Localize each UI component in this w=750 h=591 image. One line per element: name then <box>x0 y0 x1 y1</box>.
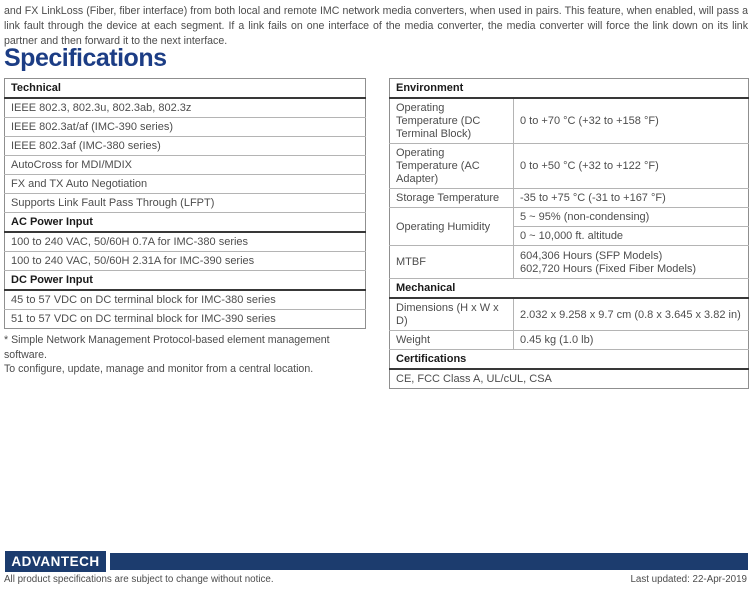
spec-value: 604,306 Hours (SFP Models) 602,720 Hours… <box>513 245 749 279</box>
table-row: Supports Link Fault Pass Through (LFPT) <box>4 193 366 213</box>
spec-label: Operating Humidity <box>389 207 514 246</box>
spec-label: Operating Temperature (AC Adapter) <box>389 143 514 189</box>
spec-item: AutoCross for MDI/MDIX <box>4 155 366 175</box>
section-header-certifications: Certifications <box>389 349 749 370</box>
table-row: FX and TX Auto Negotiation <box>4 174 366 194</box>
table-section-row: Environment <box>389 78 749 99</box>
spec-value-line2: 602,720 Hours (Fixed Fiber Models) <box>520 262 697 275</box>
table-row: 45 to 57 VDC on DC terminal block for IM… <box>4 290 366 310</box>
spec-value: 0.45 kg (1.0 lb) <box>513 330 749 350</box>
table-row: Weight 0.45 kg (1.0 lb) <box>389 330 749 350</box>
spec-value: 0 to +50 °C (+32 to +122 °F) <box>513 143 749 189</box>
spec-label: Storage Temperature <box>389 188 514 208</box>
advantech-logo-text: ADVANTECH <box>11 553 100 570</box>
table-row: IEEE 802.3, 802.3u, 802.3ab, 802.3z <box>4 98 366 118</box>
spec-label: MTBF <box>389 245 514 279</box>
table-row: 0 ~ 10,000 ft. altitude <box>390 226 749 246</box>
section-header-dc-power: DC Power Input <box>4 270 366 291</box>
spec-value: 2.032 x 9.258 x 9.7 cm (0.8 x 3.645 x 3.… <box>513 298 749 331</box>
table-section-row: DC Power Input <box>4 270 366 291</box>
footer-last-updated: Last updated: 22-Apr-2019 <box>630 574 747 585</box>
spec-value: -35 to +75 °C (-31 to +167 °F) <box>513 188 749 208</box>
footer-notice: All product specifications are subject t… <box>4 574 274 585</box>
spec-value: 5 ~ 95% (non-condensing) <box>513 207 749 227</box>
table-section-row: AC Power Input <box>4 212 366 233</box>
table-row: 100 to 240 VAC, 50/60H 0.7A for IMC-380 … <box>4 232 366 252</box>
footnote-line1: * Simple Network Management Protocol-bas… <box>4 334 330 361</box>
table-row: MTBF 604,306 Hours (SFP Models) 602,720 … <box>389 245 749 279</box>
spec-item: 100 to 240 VAC, 50/60H 2.31A for IMC-390… <box>4 251 366 271</box>
section-header-ac-power: AC Power Input <box>4 212 366 233</box>
table-row: Storage Temperature -35 to +75 °C (-31 t… <box>389 188 749 208</box>
footnote: * Simple Network Management Protocol-bas… <box>4 333 374 377</box>
footer-accent-bar <box>110 553 748 570</box>
table-row: 100 to 240 VAC, 50/60H 2.31A for IMC-390… <box>4 251 366 271</box>
spec-value-line1: 604,306 Hours (SFP Models) <box>520 249 663 262</box>
table-row: CE, FCC Class A, UL/cUL, CSA <box>390 369 749 389</box>
spec-item: 45 to 57 VDC on DC terminal block for IM… <box>4 290 366 310</box>
spec-item: 100 to 240 VAC, 50/60H 0.7A for IMC-380 … <box>4 232 366 252</box>
technical-spec-table: Technical IEEE 802.3, 802.3u, 802.3ab, 8… <box>4 78 366 329</box>
section-header-environment: Environment <box>389 78 749 99</box>
intro-paragraph: and FX LinkLoss (Fiber, fiber interface)… <box>4 5 748 47</box>
page-title: Specifications <box>4 44 167 72</box>
table-row: IEEE 802.3at/af (IMC-390 series) <box>4 117 366 137</box>
table-row: Dimensions (H x W x D) 2.032 x 9.258 x 9… <box>389 298 749 331</box>
environment-spec-table: Environment Operating Temperature (DC Te… <box>389 78 749 389</box>
advantech-logo: ADVANTECH <box>5 551 106 572</box>
spec-item: Supports Link Fault Pass Through (LFPT) <box>4 193 366 213</box>
spec-item: IEEE 802.3af (IMC-380 series) <box>4 136 366 156</box>
section-header-mechanical: Mechanical <box>389 278 749 299</box>
spec-item: IEEE 802.3at/af (IMC-390 series) <box>4 117 366 137</box>
spec-label: Dimensions (H x W x D) <box>389 298 514 331</box>
table-row: IEEE 802.3af (IMC-380 series) <box>4 136 366 156</box>
spec-value: 0 to +70 °C (+32 to +158 °F) <box>513 98 749 144</box>
spec-label: Weight <box>389 330 514 350</box>
table-row: Operating Temperature (DC Terminal Block… <box>389 98 749 144</box>
section-header-technical: Technical <box>4 78 366 99</box>
spec-item: FX and TX Auto Negotiation <box>4 174 366 194</box>
spec-item: 51 to 57 VDC on DC terminal block for IM… <box>11 313 276 325</box>
table-section-row: Technical <box>4 78 366 99</box>
spec-item: IEEE 802.3, 802.3u, 802.3ab, 802.3z <box>4 98 366 118</box>
table-section-row: Mechanical <box>389 278 749 299</box>
table-section-row: Certifications <box>389 349 749 370</box>
spec-value: 0 ~ 10,000 ft. altitude <box>513 226 749 246</box>
spec-label: Operating Temperature (DC Terminal Block… <box>389 98 514 144</box>
table-row: Operating Humidity 5 ~ 95% (non-condensi… <box>389 207 749 246</box>
table-row: 51 to 57 VDC on DC terminal block for IM… <box>5 310 366 329</box>
footnote-line2: To configure, update, manage and monitor… <box>4 363 314 375</box>
table-row: AutoCross for MDI/MDIX <box>4 155 366 175</box>
spec-value: CE, FCC Class A, UL/cUL, CSA <box>396 373 552 385</box>
table-row: Operating Temperature (AC Adapter) 0 to … <box>389 143 749 189</box>
